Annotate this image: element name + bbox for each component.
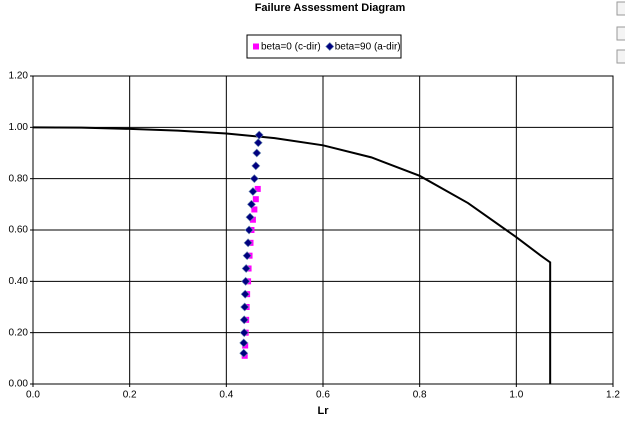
data-point bbox=[252, 196, 259, 203]
y-tick-label: 0.80 bbox=[9, 173, 29, 184]
x-tick-label: 0.0 bbox=[26, 390, 40, 401]
data-point bbox=[247, 199, 256, 209]
y-tick-label: 0.40 bbox=[9, 276, 29, 287]
y-tick-label: 1.20 bbox=[9, 71, 29, 82]
x-tick-label: 0.8 bbox=[413, 390, 427, 401]
data-point bbox=[239, 348, 249, 358]
legend-marker bbox=[325, 42, 335, 51]
legend-label: beta=90 (a-dir) bbox=[335, 42, 401, 53]
y-tick-label: 1.00 bbox=[9, 122, 29, 133]
data-point bbox=[254, 130, 264, 140]
data-point bbox=[240, 302, 250, 312]
data-point bbox=[254, 185, 261, 192]
toolbar-button[interactable] bbox=[616, 1, 625, 16]
data-point bbox=[249, 174, 259, 184]
data-point bbox=[253, 138, 263, 148]
x-tick-label: 0.2 bbox=[123, 390, 137, 401]
y-tick-label: 0.60 bbox=[9, 225, 29, 236]
x-tick-label: 1.0 bbox=[509, 390, 523, 401]
legend-box bbox=[246, 34, 402, 59]
data-point bbox=[241, 276, 251, 286]
y-tick-label: 0.00 bbox=[9, 379, 29, 390]
x-tick-label: 0.6 bbox=[316, 390, 330, 401]
data-point bbox=[244, 225, 254, 235]
data-point bbox=[242, 251, 252, 261]
toolbar-button[interactable] bbox=[616, 26, 625, 41]
data-point bbox=[243, 238, 253, 248]
x-tick-label: 0.4 bbox=[219, 390, 233, 401]
fad-curve bbox=[32, 126, 552, 384]
data-point bbox=[248, 187, 258, 196]
toolbar-button[interactable] bbox=[616, 49, 625, 64]
data-point bbox=[251, 161, 261, 171]
data-point bbox=[240, 289, 250, 299]
data-point bbox=[241, 264, 251, 273]
x-axis-label: Lr bbox=[318, 405, 330, 417]
legend-label: beta=0 (c-dir) bbox=[261, 42, 321, 53]
data-point bbox=[252, 148, 262, 158]
y-tick-label: 0.20 bbox=[9, 327, 29, 338]
legend-marker bbox=[253, 43, 259, 50]
data-point bbox=[239, 315, 249, 325]
data-point bbox=[249, 216, 256, 223]
x-tick-label: 1.2 bbox=[606, 390, 620, 401]
chart-title: Failure Assessment Diagram bbox=[255, 2, 406, 14]
data-point bbox=[245, 212, 255, 222]
data-point bbox=[239, 338, 249, 348]
data-point bbox=[251, 206, 258, 213]
data-point bbox=[239, 328, 249, 338]
